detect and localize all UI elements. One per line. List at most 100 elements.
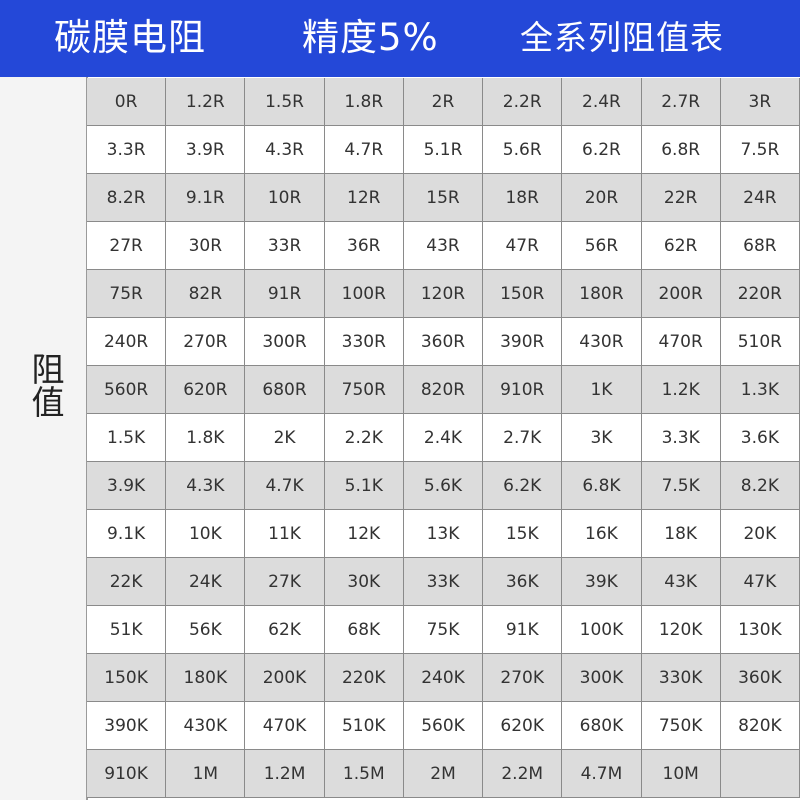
- header-banner: 碳膜电阻 精度5% 全系列阻值表: [0, 0, 800, 77]
- table-cell: 510R: [720, 318, 800, 366]
- table-cell: 24R: [720, 174, 800, 222]
- header-subtitle: 全系列阻值表: [520, 18, 724, 57]
- table-cell: 3.9R: [166, 126, 246, 174]
- table-cell: 360K: [720, 654, 800, 702]
- table-cell: 68R: [720, 222, 800, 270]
- table-cell: 820R: [403, 366, 484, 414]
- table-cell: 2K: [245, 414, 325, 462]
- table-cell: 180K: [166, 654, 246, 702]
- table-cell: 36K: [483, 558, 563, 606]
- table-cell: 18K: [641, 510, 721, 558]
- table-cell: 6.2R: [562, 126, 642, 174]
- side-column: 阻值: [0, 77, 88, 800]
- table-cell: 430K: [166, 702, 246, 750]
- table-cell: 43R: [403, 222, 484, 270]
- table-cell: 390K: [87, 702, 167, 750]
- table-cell: 3K: [562, 414, 642, 462]
- table-cell: 180R: [562, 270, 642, 318]
- table-cell: 200K: [245, 654, 325, 702]
- table-cell: 91R: [245, 270, 325, 318]
- table-cell: 9.1R: [166, 174, 246, 222]
- table-cell: 11K: [245, 510, 325, 558]
- table-cell: 56K: [166, 606, 246, 654]
- table-cell: 330R: [324, 318, 404, 366]
- table-cell: 1.8R: [324, 78, 404, 126]
- table-cell: 75R: [87, 270, 167, 318]
- table-cell: 39K: [562, 558, 642, 606]
- table-cell: 9.1K: [87, 510, 167, 558]
- table-cell: 47R: [483, 222, 563, 270]
- table-cell: 27K: [245, 558, 325, 606]
- table-cell: 22R: [641, 174, 721, 222]
- table-cell: 22K: [87, 558, 167, 606]
- table-cell: 33R: [245, 222, 325, 270]
- table-cell: 910R: [483, 366, 563, 414]
- table-cell: 33K: [403, 558, 484, 606]
- table-cell: 220R: [720, 270, 800, 318]
- table-cell: 680K: [562, 702, 642, 750]
- table-cell: 13K: [403, 510, 484, 558]
- table-cell: 750K: [641, 702, 721, 750]
- table-cell: 130K: [720, 606, 800, 654]
- table-cell: 15K: [483, 510, 563, 558]
- table-cell: 7.5K: [641, 462, 721, 510]
- table-cell: 510K: [324, 702, 404, 750]
- table-cell: 27R: [87, 222, 167, 270]
- table-cell: 470K: [245, 702, 325, 750]
- table-cell: 5.1R: [403, 126, 484, 174]
- table-cell: 3.9K: [87, 462, 167, 510]
- table-cell: 560K: [403, 702, 484, 750]
- table-cell: 240K: [403, 654, 484, 702]
- table-cell: 270K: [483, 654, 563, 702]
- table-cell: 4.3K: [166, 462, 246, 510]
- table-cell: 51K: [87, 606, 167, 654]
- table-cell: 6.8K: [562, 462, 642, 510]
- table-cell: 2.7K: [483, 414, 563, 462]
- table-cell: 18R: [483, 174, 563, 222]
- table-cell: 360R: [403, 318, 484, 366]
- header-title: 碳膜电阻: [54, 16, 206, 59]
- table-cell: 10R: [245, 174, 325, 222]
- table-cell: 75K: [403, 606, 484, 654]
- table-cell: 200R: [641, 270, 721, 318]
- table-cell: 16K: [562, 510, 642, 558]
- table-cell: 5.1K: [324, 462, 404, 510]
- table-cell: 220K: [324, 654, 404, 702]
- table-cell: 47K: [720, 558, 800, 606]
- table-cell: 680R: [245, 366, 325, 414]
- table-cell: 820K: [720, 702, 800, 750]
- table-cell: 560R: [87, 366, 167, 414]
- table-cell: 20R: [562, 174, 642, 222]
- table-cell: 36R: [324, 222, 404, 270]
- table-cell: 12K: [324, 510, 404, 558]
- table-cell: 20K: [720, 510, 800, 558]
- table-cell: 6.2K: [483, 462, 563, 510]
- table-cell: 4.7M: [562, 750, 642, 798]
- table-cell: 2.7R: [641, 78, 721, 126]
- table-cell: 5.6R: [483, 126, 563, 174]
- table-cell: 56R: [562, 222, 642, 270]
- table-cell: 150K: [87, 654, 167, 702]
- table-cell: 2R: [403, 78, 484, 126]
- table-cell: 300R: [245, 318, 325, 366]
- table-cell: 91K: [483, 606, 563, 654]
- table-cell: 0R: [87, 78, 167, 126]
- table-cell: 1K: [562, 366, 642, 414]
- table-cell: 1.2R: [166, 78, 246, 126]
- table-cell: 4.3R: [245, 126, 325, 174]
- table-cell: 62R: [641, 222, 721, 270]
- table-cell: 3.6K: [720, 414, 800, 462]
- table-cell: 3.3K: [641, 414, 721, 462]
- table-cell: 910K: [87, 750, 167, 798]
- table-cell: 8.2R: [87, 174, 167, 222]
- table-cell: 2.4R: [562, 78, 642, 126]
- table-cell: 240R: [87, 318, 167, 366]
- table-cell: 620R: [166, 366, 246, 414]
- table-cell: 2.2M: [483, 750, 563, 798]
- table-cell: 12R: [324, 174, 404, 222]
- table-cell: 15R: [403, 174, 484, 222]
- table-cell: 4.7R: [324, 126, 404, 174]
- table-cell: 120K: [641, 606, 721, 654]
- table-cell: 43K: [641, 558, 721, 606]
- table-cell: 2.2R: [483, 78, 563, 126]
